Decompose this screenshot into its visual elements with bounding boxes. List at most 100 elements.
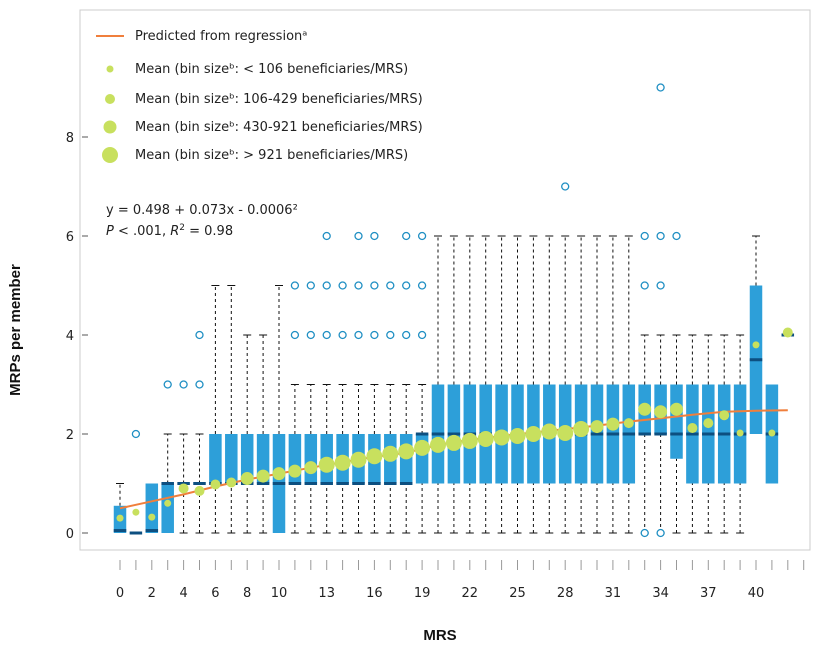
outlier-point <box>402 281 411 290</box>
x-tick-label: 13 <box>318 586 335 601</box>
mean-point-mrs-1 <box>132 508 140 516</box>
mean-point-mrs-14 <box>334 454 351 471</box>
mean-point-mrs-27 <box>541 423 558 440</box>
outlier-point <box>290 281 300 290</box>
mean-point-mrs-2 <box>148 513 156 521</box>
box-median <box>145 529 159 533</box>
mean-point-mrs-17 <box>382 445 399 462</box>
legend-label: Mean (bin sizeᵇ: 430-921 beneficiaries/M… <box>135 120 423 135</box>
outlier-point <box>322 231 331 241</box>
box-group-mrs-35 <box>670 231 683 534</box>
x-tick-label: 25 <box>509 586 526 601</box>
legend-item-4: Mean (bin sizeᵇ: > 921 beneficiaries/MRS… <box>102 147 408 163</box>
box-group-mrs-5 <box>193 330 206 534</box>
box-group-mrs-33 <box>638 231 651 538</box>
outlier-point <box>402 330 411 340</box>
x-tick-label: 4 <box>179 586 187 601</box>
mean-point-mrs-33 <box>638 402 652 416</box>
mean-point-mrs-41 <box>768 429 776 437</box>
box-median <box>193 482 206 485</box>
box-body <box>209 434 222 484</box>
outlier-point <box>386 281 395 290</box>
mean-point-mrs-39 <box>736 429 744 437</box>
mean-point-mrs-37 <box>703 418 714 429</box>
box-median <box>447 432 461 436</box>
means-layer <box>116 327 793 522</box>
box-group-mrs-16 <box>368 231 381 534</box>
mean-point-mrs-16 <box>366 448 383 465</box>
x-tick-label: 2 <box>148 586 156 601</box>
box-group-mrs-21 <box>447 235 461 534</box>
y-tick-label: 0 <box>66 527 74 542</box>
outlier-point <box>131 429 141 439</box>
legend-dot-swatch <box>105 94 115 104</box>
mean-point-mrs-18 <box>398 443 415 460</box>
mean-point-mrs-15 <box>350 451 367 468</box>
x-tick-label: 16 <box>366 586 383 601</box>
box-median <box>129 531 143 535</box>
legend-item-3: Mean (bin sizeᵇ: 430-921 beneficiaries/M… <box>103 120 423 135</box>
stats-r: R <box>170 224 179 239</box>
mean-point-mrs-4 <box>178 483 189 494</box>
outlier-point <box>338 330 347 340</box>
box-median <box>256 482 270 485</box>
box-group-mrs-40 <box>749 235 763 434</box>
y-tick-label: 4 <box>66 329 74 344</box>
legend-label: Mean (bin sizeᵇ: 106-429 beneficiaries/M… <box>135 92 423 107</box>
x-tick-label: 28 <box>557 586 574 601</box>
box-median <box>702 432 715 436</box>
box-median <box>638 432 651 436</box>
box-median <box>384 482 397 485</box>
mean-point-mrs-20 <box>430 436 446 453</box>
x-tick-label: 19 <box>414 586 431 601</box>
outlier-point <box>370 281 379 290</box>
mean-point-mrs-31 <box>606 417 620 431</box>
x-axis-title: MRS <box>423 627 456 644</box>
box-group-mrs-31 <box>606 235 620 534</box>
box-group-mrs-37 <box>702 334 715 534</box>
mean-point-mrs-13 <box>318 456 335 473</box>
box-median <box>161 482 174 485</box>
box-group-mrs-10 <box>272 285 286 533</box>
outlier-point <box>640 528 649 538</box>
x-tick-label: 6 <box>211 586 219 601</box>
x-tick-label: 8 <box>243 586 251 601</box>
box-median <box>368 482 381 485</box>
mean-point-mrs-9 <box>256 469 270 483</box>
mean-point-mrs-5 <box>194 485 205 496</box>
box-median <box>272 482 286 485</box>
box-group-mrs-3 <box>161 380 174 533</box>
box-group-mrs-38 <box>717 334 731 534</box>
outlier-point <box>306 281 315 290</box>
outlier-point <box>561 182 570 191</box>
stats-sup: 2 <box>179 223 185 233</box>
box-median <box>686 432 699 436</box>
outlier-point <box>290 330 300 340</box>
outlier-point <box>417 281 427 290</box>
outlier-point <box>656 281 665 290</box>
legend-item-2: Mean (bin sizeᵇ: 106-429 beneficiaries/M… <box>105 92 423 107</box>
box-group-mrs-1 <box>129 429 143 535</box>
mean-point-mrs-11 <box>288 464 302 478</box>
mean-point-mrs-0 <box>116 514 124 522</box>
outlier-point <box>354 330 363 340</box>
box-median <box>717 432 731 436</box>
box-median <box>113 529 127 533</box>
stats-val: = 0.98 <box>185 224 233 239</box>
mean-point-mrs-42 <box>782 327 793 338</box>
outlier-point <box>656 231 665 241</box>
outlier-point <box>402 231 411 241</box>
x-tick-label: 22 <box>462 586 479 601</box>
mean-point-mrs-10 <box>272 467 286 481</box>
legend-label: Mean (bin sizeᵇ: < 106 beneficiaries/MRS… <box>135 62 408 77</box>
stats-mid: < .001, <box>114 224 170 239</box>
box-body <box>225 434 238 484</box>
mean-point-mrs-29 <box>573 421 590 438</box>
outlier-point <box>163 380 172 389</box>
box-group-mrs-30 <box>590 235 604 534</box>
outlier-point <box>179 380 188 389</box>
outlier-point <box>640 281 649 290</box>
outlier-point <box>417 330 427 340</box>
box-group-mrs-2 <box>145 483 159 533</box>
